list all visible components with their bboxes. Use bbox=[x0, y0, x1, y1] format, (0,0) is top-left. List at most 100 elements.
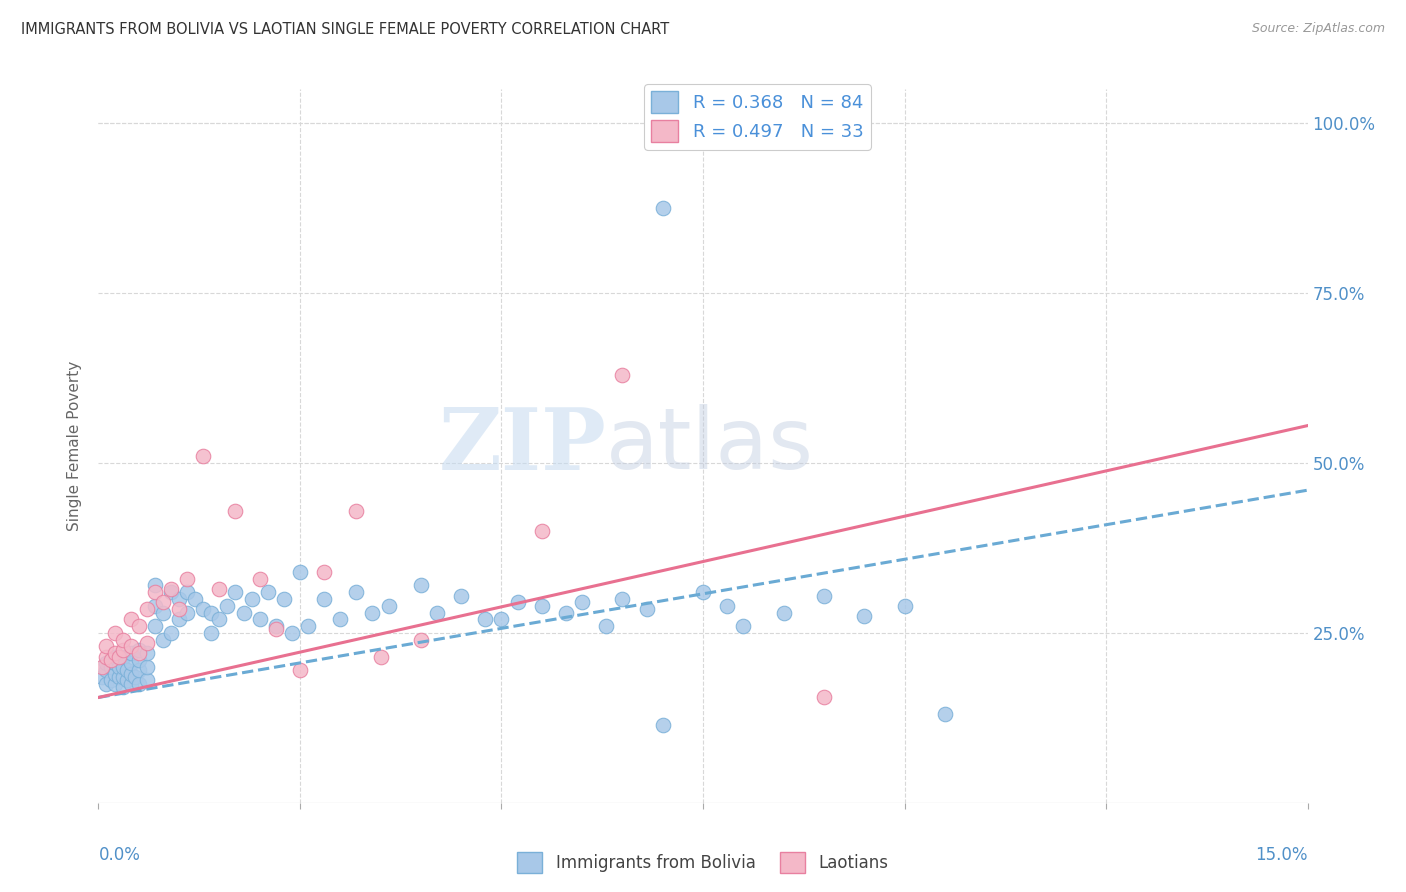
Point bbox=[103, 646, 125, 660]
Point bbox=[135, 646, 157, 660]
Point bbox=[208, 612, 231, 626]
Point bbox=[124, 670, 146, 684]
Point bbox=[184, 591, 207, 606]
Point bbox=[103, 649, 125, 664]
Point bbox=[208, 582, 231, 596]
Point bbox=[107, 670, 129, 684]
Point bbox=[409, 632, 432, 647]
Text: ZIP: ZIP bbox=[439, 404, 606, 488]
Point bbox=[103, 677, 125, 691]
Point bbox=[612, 368, 634, 382]
Point bbox=[96, 657, 118, 671]
Point bbox=[135, 673, 157, 688]
Point bbox=[120, 677, 142, 691]
Point bbox=[167, 591, 190, 606]
Point bbox=[813, 690, 835, 705]
Point bbox=[200, 606, 222, 620]
Point bbox=[240, 591, 263, 606]
Point bbox=[167, 602, 190, 616]
Point bbox=[636, 602, 658, 616]
Point bbox=[200, 626, 222, 640]
Point bbox=[107, 649, 129, 664]
Point bbox=[193, 449, 215, 463]
Point bbox=[264, 619, 287, 633]
Point bbox=[344, 503, 367, 517]
Point bbox=[506, 595, 529, 609]
Point bbox=[160, 585, 183, 599]
Point bbox=[273, 591, 295, 606]
Point bbox=[152, 632, 174, 647]
Point bbox=[314, 591, 336, 606]
Point bbox=[111, 632, 134, 647]
Point bbox=[651, 717, 673, 731]
Point bbox=[143, 619, 166, 633]
Point bbox=[143, 578, 166, 592]
Point bbox=[853, 608, 876, 623]
Point bbox=[96, 677, 118, 691]
Point bbox=[361, 606, 384, 620]
Point bbox=[128, 646, 150, 660]
Point bbox=[224, 585, 246, 599]
Point bbox=[651, 201, 673, 215]
Point bbox=[249, 572, 271, 586]
Point bbox=[120, 646, 142, 660]
Point bbox=[120, 612, 142, 626]
Point bbox=[152, 606, 174, 620]
Point bbox=[91, 670, 114, 684]
Point bbox=[733, 619, 755, 633]
Text: atlas: atlas bbox=[606, 404, 814, 488]
Point bbox=[135, 660, 157, 674]
Point bbox=[91, 660, 114, 674]
Legend: R = 0.368   N = 84, R = 0.497   N = 33: R = 0.368 N = 84, R = 0.497 N = 33 bbox=[644, 84, 870, 150]
Point bbox=[160, 582, 183, 596]
Point bbox=[103, 666, 125, 681]
Point bbox=[135, 602, 157, 616]
Point bbox=[571, 595, 593, 609]
Point bbox=[135, 636, 157, 650]
Point bbox=[344, 585, 367, 599]
Point bbox=[491, 612, 513, 626]
Point bbox=[128, 677, 150, 691]
Point bbox=[232, 606, 254, 620]
Y-axis label: Single Female Poverty: Single Female Poverty bbox=[67, 361, 83, 531]
Point bbox=[128, 663, 150, 677]
Point bbox=[716, 599, 738, 613]
Point bbox=[474, 612, 496, 626]
Point bbox=[96, 640, 118, 654]
Point bbox=[160, 626, 183, 640]
Point bbox=[249, 612, 271, 626]
Point bbox=[96, 663, 118, 677]
Point bbox=[595, 619, 617, 633]
Point bbox=[128, 643, 150, 657]
Text: IMMIGRANTS FROM BOLIVIA VS LAOTIAN SINGLE FEMALE POVERTY CORRELATION CHART: IMMIGRANTS FROM BOLIVIA VS LAOTIAN SINGL… bbox=[21, 22, 669, 37]
Point bbox=[111, 649, 134, 664]
Point bbox=[692, 585, 714, 599]
Point bbox=[111, 680, 134, 694]
Point bbox=[224, 503, 246, 517]
Point bbox=[96, 649, 118, 664]
Point bbox=[128, 619, 150, 633]
Text: 15.0%: 15.0% bbox=[1256, 846, 1308, 863]
Point bbox=[314, 565, 336, 579]
Point bbox=[530, 599, 553, 613]
Point bbox=[256, 585, 278, 599]
Point bbox=[530, 524, 553, 538]
Point bbox=[426, 606, 449, 620]
Point bbox=[329, 612, 352, 626]
Point bbox=[111, 643, 134, 657]
Point bbox=[813, 589, 835, 603]
Point bbox=[281, 626, 304, 640]
Point bbox=[450, 589, 472, 603]
Point bbox=[934, 707, 956, 722]
Point bbox=[370, 649, 392, 664]
Point bbox=[409, 578, 432, 592]
Point bbox=[152, 595, 174, 609]
Point bbox=[115, 663, 138, 677]
Point bbox=[103, 626, 125, 640]
Point bbox=[128, 653, 150, 667]
Text: 0.0%: 0.0% bbox=[98, 846, 141, 863]
Point bbox=[772, 606, 794, 620]
Point bbox=[100, 660, 122, 674]
Point bbox=[176, 606, 198, 620]
Point bbox=[107, 660, 129, 674]
